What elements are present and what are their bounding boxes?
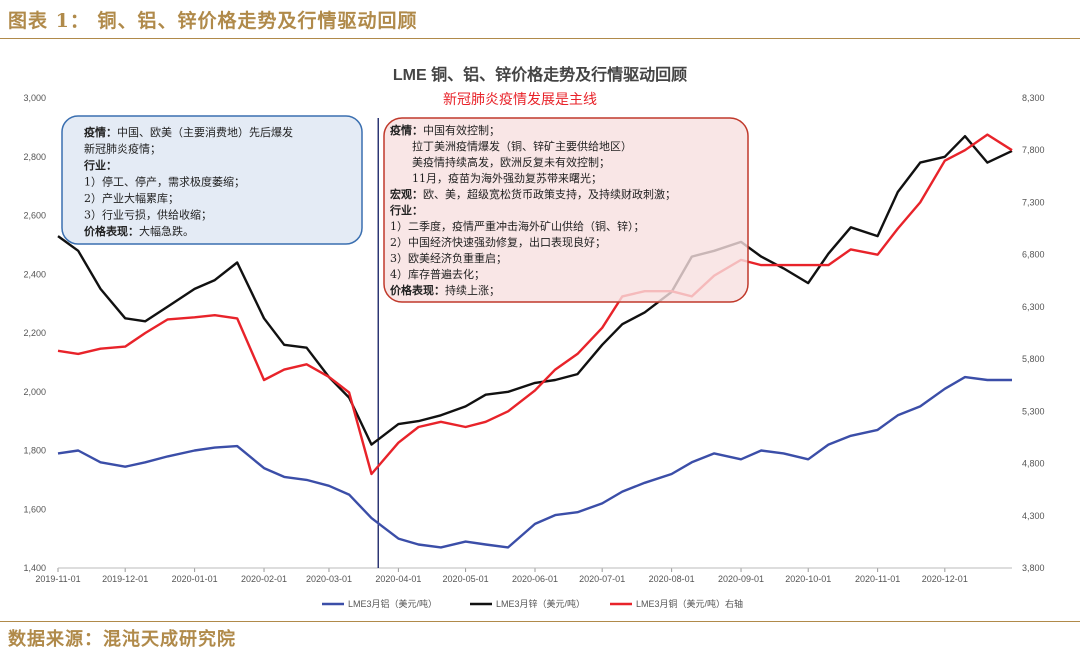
x-tick-label: 2020-11-01 xyxy=(855,574,900,584)
annotation-line: 行业： xyxy=(389,203,423,217)
x-tick-label: 2020-02-01 xyxy=(241,574,287,584)
right-tick-label: 3,800 xyxy=(1022,563,1045,573)
x-tick-label: 2020-09-01 xyxy=(718,574,764,584)
x-tick-label: 2020-04-01 xyxy=(375,574,421,584)
right-annotation-box: 疫情：中国有效控制； 拉丁美洲疫情爆发（铜、锌矿主要供给地区） 美疫情持续高发，… xyxy=(383,117,749,303)
figure-title: 图表 1： 铜、铝、锌价格走势及行情驱动回顾 xyxy=(8,10,418,32)
series-line xyxy=(57,375,1012,549)
annotation-line: 3）欧美经济负重重启； xyxy=(390,251,507,265)
x-tick-label: 2019-12-01 xyxy=(102,574,148,584)
left-tick-label: 1,600 xyxy=(23,504,46,514)
right-axis: 3,800 4,300 4,800 5,300 5,800 6,300 6,800 7,300… xyxy=(1022,93,1045,573)
x-tick-label: 2020-12-01 xyxy=(922,574,968,584)
legend: LME3月铝（美元/吨） LME3月锌（美元/吨） LME3月铜（美元/吨）右轴 xyxy=(322,598,743,609)
series-line xyxy=(57,134,1013,446)
right-tick-label: 4,800 xyxy=(1022,459,1045,469)
annotation-line: 新冠肺炎疫情； xyxy=(84,142,161,156)
left-tick-label: 2,200 xyxy=(23,328,46,338)
x-tick-label: 2019-11-01 xyxy=(35,574,80,584)
legend-label: LME3月铝（美元/吨） xyxy=(348,598,437,609)
chart-subtitle: 新冠肺炎疫情发展是主线 xyxy=(443,92,597,108)
right-tick-label: 6,300 xyxy=(1022,302,1045,312)
annotation-line: 价格表现：大幅急跌。 xyxy=(84,224,194,238)
x-tick-label: 2020-06-01 xyxy=(512,574,558,584)
annotation-line: 1）停工、停产，需求极度萎缩； xyxy=(84,175,245,189)
x-tick-label: 2020-03-01 xyxy=(306,574,352,584)
right-tick-label: 4,300 xyxy=(1022,511,1045,521)
annotation-line: 宏观：欧、美，超级宽松货币政策支持，及持续财政刺激； xyxy=(390,187,676,201)
legend-label: LME3月铜（美元/吨）右轴 xyxy=(636,598,743,609)
right-tick-label: 5,300 xyxy=(1022,406,1045,416)
right-tick-label: 8,300 xyxy=(1022,93,1045,103)
annotation-line: 3）行业亏损，供给收缩； xyxy=(84,208,212,222)
annotation-line: 4）库存普遍去化； xyxy=(390,267,485,281)
data-source: 数据来源：混沌天成研究院 xyxy=(8,629,236,650)
left-tick-label: 3,000 xyxy=(23,93,46,103)
right-annotation-text: 疫情：中国有效控制； 拉丁美洲疫情爆发（铜、锌矿主要供给地区） 美疫情持续高发，… xyxy=(389,123,676,297)
header: 图表 1： 铜、铝、锌价格走势及行情驱动回顾 xyxy=(0,0,1080,36)
annotation-line: 2）中国经济快速强劲修复，出口表现良好； xyxy=(390,235,606,249)
left-tick-label: 2,600 xyxy=(23,211,46,221)
annotation-line: 美疫情持续高发，欧洲反复未有效控制； xyxy=(390,155,610,169)
annotation-line: 行业： xyxy=(83,158,117,172)
series-line xyxy=(57,133,1013,476)
annotation-line: 拉丁美洲疫情爆发（铜、锌矿主要供给地区） xyxy=(390,139,632,153)
annotation-line: 11月，疫苗为海外强劲复苏带来曙光； xyxy=(390,171,602,185)
left-tick-label: 1,800 xyxy=(23,446,46,456)
series-group xyxy=(57,133,1013,549)
left-tick-label: 2,800 xyxy=(23,152,46,162)
left-tick-label: 2,000 xyxy=(23,387,46,397)
annotation-line: 疫情：中国、欧美（主要消费地）先后爆发 xyxy=(84,125,293,139)
chart-title: LME 铜、铝、锌价格走势及行情驱动回顾 xyxy=(393,65,687,84)
bottom-rule xyxy=(0,621,1080,622)
right-tick-label: 6,800 xyxy=(1022,250,1045,260)
x-tick-label: 2020-07-01 xyxy=(579,574,625,584)
legend-label: LME3月锌（美元/吨） xyxy=(496,598,585,609)
x-tick-label: 2020-01-01 xyxy=(172,574,218,584)
left-axis: 1,400 1,600 1,800 2,000 2,200 2,400 2,600 2,800… xyxy=(23,93,46,573)
right-tick-label: 5,800 xyxy=(1022,354,1045,364)
x-axis: 2019-11-01 2019-12-01 2020-01-01 2020-02-01… xyxy=(35,568,968,584)
top-rule xyxy=(0,38,1080,39)
price-chart: LME 铜、铝、锌价格走势及行情驱动回顾 新冠肺炎疫情发展是主线 1,4001,… xyxy=(23,65,1045,609)
left-tick-label: 1,400 xyxy=(23,563,46,573)
annotation-line: 2）产业大幅累库； xyxy=(84,191,179,205)
right-tick-label: 7,300 xyxy=(1022,197,1045,207)
annotation-line: 价格表现：持续上涨； xyxy=(390,283,500,297)
annotation-line: 1）二季度，疫情严重冲击海外矿山供给（铜、锌）； xyxy=(390,219,645,233)
x-tick-label: 2020-05-01 xyxy=(443,574,489,584)
x-tick-label: 2020-08-01 xyxy=(649,574,695,584)
left-tick-label: 2,400 xyxy=(23,269,46,279)
right-tick-label: 7,800 xyxy=(1022,145,1045,155)
annotation-line: 疫情：中国有效控制； xyxy=(390,123,500,137)
x-tick-label: 2020-10-01 xyxy=(785,574,831,584)
